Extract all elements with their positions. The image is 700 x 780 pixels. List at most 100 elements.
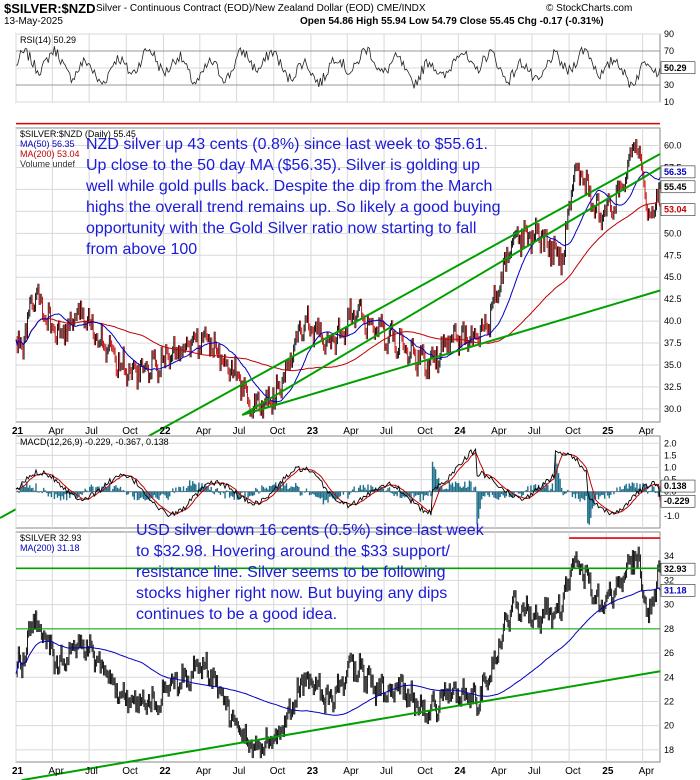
macd-axis-tick-label: 1.0: [664, 462, 677, 472]
usd-x-label: Jul: [233, 766, 246, 777]
nzd-ma200-tag: 53.04: [664, 205, 687, 215]
nzd-x-label: Oct: [270, 426, 286, 437]
nzd-x-label: 24: [454, 426, 466, 437]
macd-hist-tag: 0.138: [664, 481, 687, 491]
macd-hist-tag-box: [660, 479, 696, 493]
ohlc-readout: Open 54.86 High 55.94 Low 54.79 Close 55…: [300, 16, 604, 27]
usd-axis-tick-label: 26: [664, 648, 674, 658]
nzd-x-label: Jul: [528, 426, 541, 437]
usd-legend-ma200: MA(200) 31.18: [20, 543, 80, 553]
usd-price-panel: [15, 531, 661, 763]
usd-axis-tick-label: 20: [664, 721, 674, 731]
macd-axis-tick-label: 0.5: [664, 475, 677, 485]
usd-x-label: Jul: [528, 766, 541, 777]
usd-axis-tick-label: 32: [664, 575, 674, 585]
usd-x-label: Oct: [565, 766, 581, 777]
nzd-axis-tick-label: 50.0: [664, 228, 682, 238]
nzd-axis-tick-label: 40.0: [664, 316, 682, 326]
usd-ma200-tag-box: [660, 584, 696, 597]
usd-price-tag: 32.93: [664, 564, 687, 574]
nzd-x-label: Apr: [639, 426, 655, 437]
usd-axis-tick-label: 28: [664, 624, 674, 634]
usd-x-label: Jul: [380, 766, 393, 777]
usd-x-label: 24: [454, 766, 466, 777]
nzd-ma200-tag-box: [660, 203, 696, 216]
macd-axis-tick-label: 1.5: [664, 450, 677, 460]
usd-axis-tick-label: 34: [664, 551, 674, 561]
nzd-axis-tick-label: 30.0: [664, 404, 682, 414]
nzd-ma50-line: [15, 171, 661, 403]
macd-axis-tick-label: 2.0: [664, 438, 677, 448]
nzd-ma200-line: [15, 200, 661, 372]
rsi-last-tag: 50.29: [664, 63, 687, 73]
nzd-axis-tick-label: 45.0: [664, 272, 682, 282]
low-value: 54.79: [431, 16, 457, 27]
nzd-x-label: Apr: [491, 426, 507, 437]
nzd-ma50-tag-box: [660, 165, 696, 179]
nzd-x-label: Jul: [85, 426, 98, 437]
nzd-x-label: Oct: [122, 426, 138, 437]
macd-last-tag: -0.229: [664, 496, 690, 506]
usd-ma200-tag: 31.18: [664, 585, 687, 595]
nzd-x-label: 23: [307, 426, 319, 437]
nzd-x-label: Oct: [565, 426, 581, 437]
nzd-price-panel: [15, 127, 661, 423]
chg-label: Chg: [517, 16, 537, 27]
nzd-x-label: Jul: [233, 426, 246, 437]
usd-x-label: Apr: [343, 766, 359, 777]
nzd-x-label: Apr: [343, 426, 359, 437]
usd-x-label: 21: [12, 766, 24, 777]
usd-x-label: 25: [602, 766, 614, 777]
nzd-trendline: [241, 289, 661, 416]
usd-price-tag-box: [660, 562, 696, 576]
nzd-ma50-tag: 56.35: [664, 167, 687, 177]
nzd-axis-tick-label: 60.0: [664, 141, 682, 151]
usd-axis-tick-label: 18: [664, 745, 674, 755]
nzd-price-tag-box: [660, 180, 696, 194]
chart-description: Silver - Continuous Contract (EOD)/New Z…: [96, 3, 426, 14]
usd-x-label: Apr: [196, 766, 212, 777]
usd-x-label: Oct: [270, 766, 286, 777]
high-value: 55.94: [381, 16, 407, 27]
nzd-silver-annotation: NZD silver up 43 cents (0.8%) since last…: [86, 136, 501, 258]
usd-x-label: Apr: [48, 766, 64, 777]
nzd-x-label: 22: [159, 426, 171, 437]
nzd-legend-ma50: MA(50) 56.35: [20, 139, 75, 149]
usd-x-label: 22: [159, 766, 171, 777]
usd-x-label: Apr: [639, 766, 655, 777]
close-label: Close: [459, 16, 487, 27]
brand-label: © StockCharts.com: [546, 3, 633, 14]
nzd-x-label: Oct: [417, 426, 433, 437]
nzd-x-label: 21: [12, 426, 24, 437]
macd-axis-tick-label: -1.0: [664, 511, 680, 521]
rsi-axis-tick-label: 10: [664, 97, 674, 107]
macd-signal-line: [15, 451, 661, 516]
rsi-last-tag-box: [660, 61, 696, 75]
nzd-x-label: 25: [602, 426, 614, 437]
macd-line: [15, 447, 661, 518]
usd-axis-tick-label: 24: [664, 672, 674, 682]
macd-last-tag-box: [660, 494, 696, 508]
usd-x-label: Jul: [85, 766, 98, 777]
rsi-line: [15, 46, 661, 89]
usd-trendline: [21, 670, 661, 780]
usd-axis-tick-label: 30: [664, 600, 674, 610]
nzd-axis-tick-label: 42.5: [664, 294, 682, 304]
open-label: Open: [300, 16, 326, 27]
chart-date: 13-May-2025: [4, 16, 63, 27]
nzd-axis-tick-label: 47.5: [664, 250, 682, 260]
usd-x-label: Oct: [417, 766, 433, 777]
nzd-axis-tick-label: 37.5: [664, 338, 682, 348]
rsi-axis-tick-label: 30: [664, 80, 674, 90]
usd-ma200-line: [15, 587, 661, 716]
open-value: 54.86: [328, 16, 354, 27]
usd-x-label: Apr: [491, 766, 507, 777]
chg-value: -0.17 (-0.31%): [539, 16, 604, 27]
usd-x-label: Oct: [122, 766, 138, 777]
usd-x-label: 23: [307, 766, 319, 777]
usd-silver-annotation: USD silver down 16 cents (0.5%) since la…: [136, 522, 484, 623]
nzd-x-label: Apr: [48, 426, 64, 437]
chart-symbol: $SILVER:$NZD: [4, 1, 96, 16]
macd-panel: [15, 435, 661, 529]
